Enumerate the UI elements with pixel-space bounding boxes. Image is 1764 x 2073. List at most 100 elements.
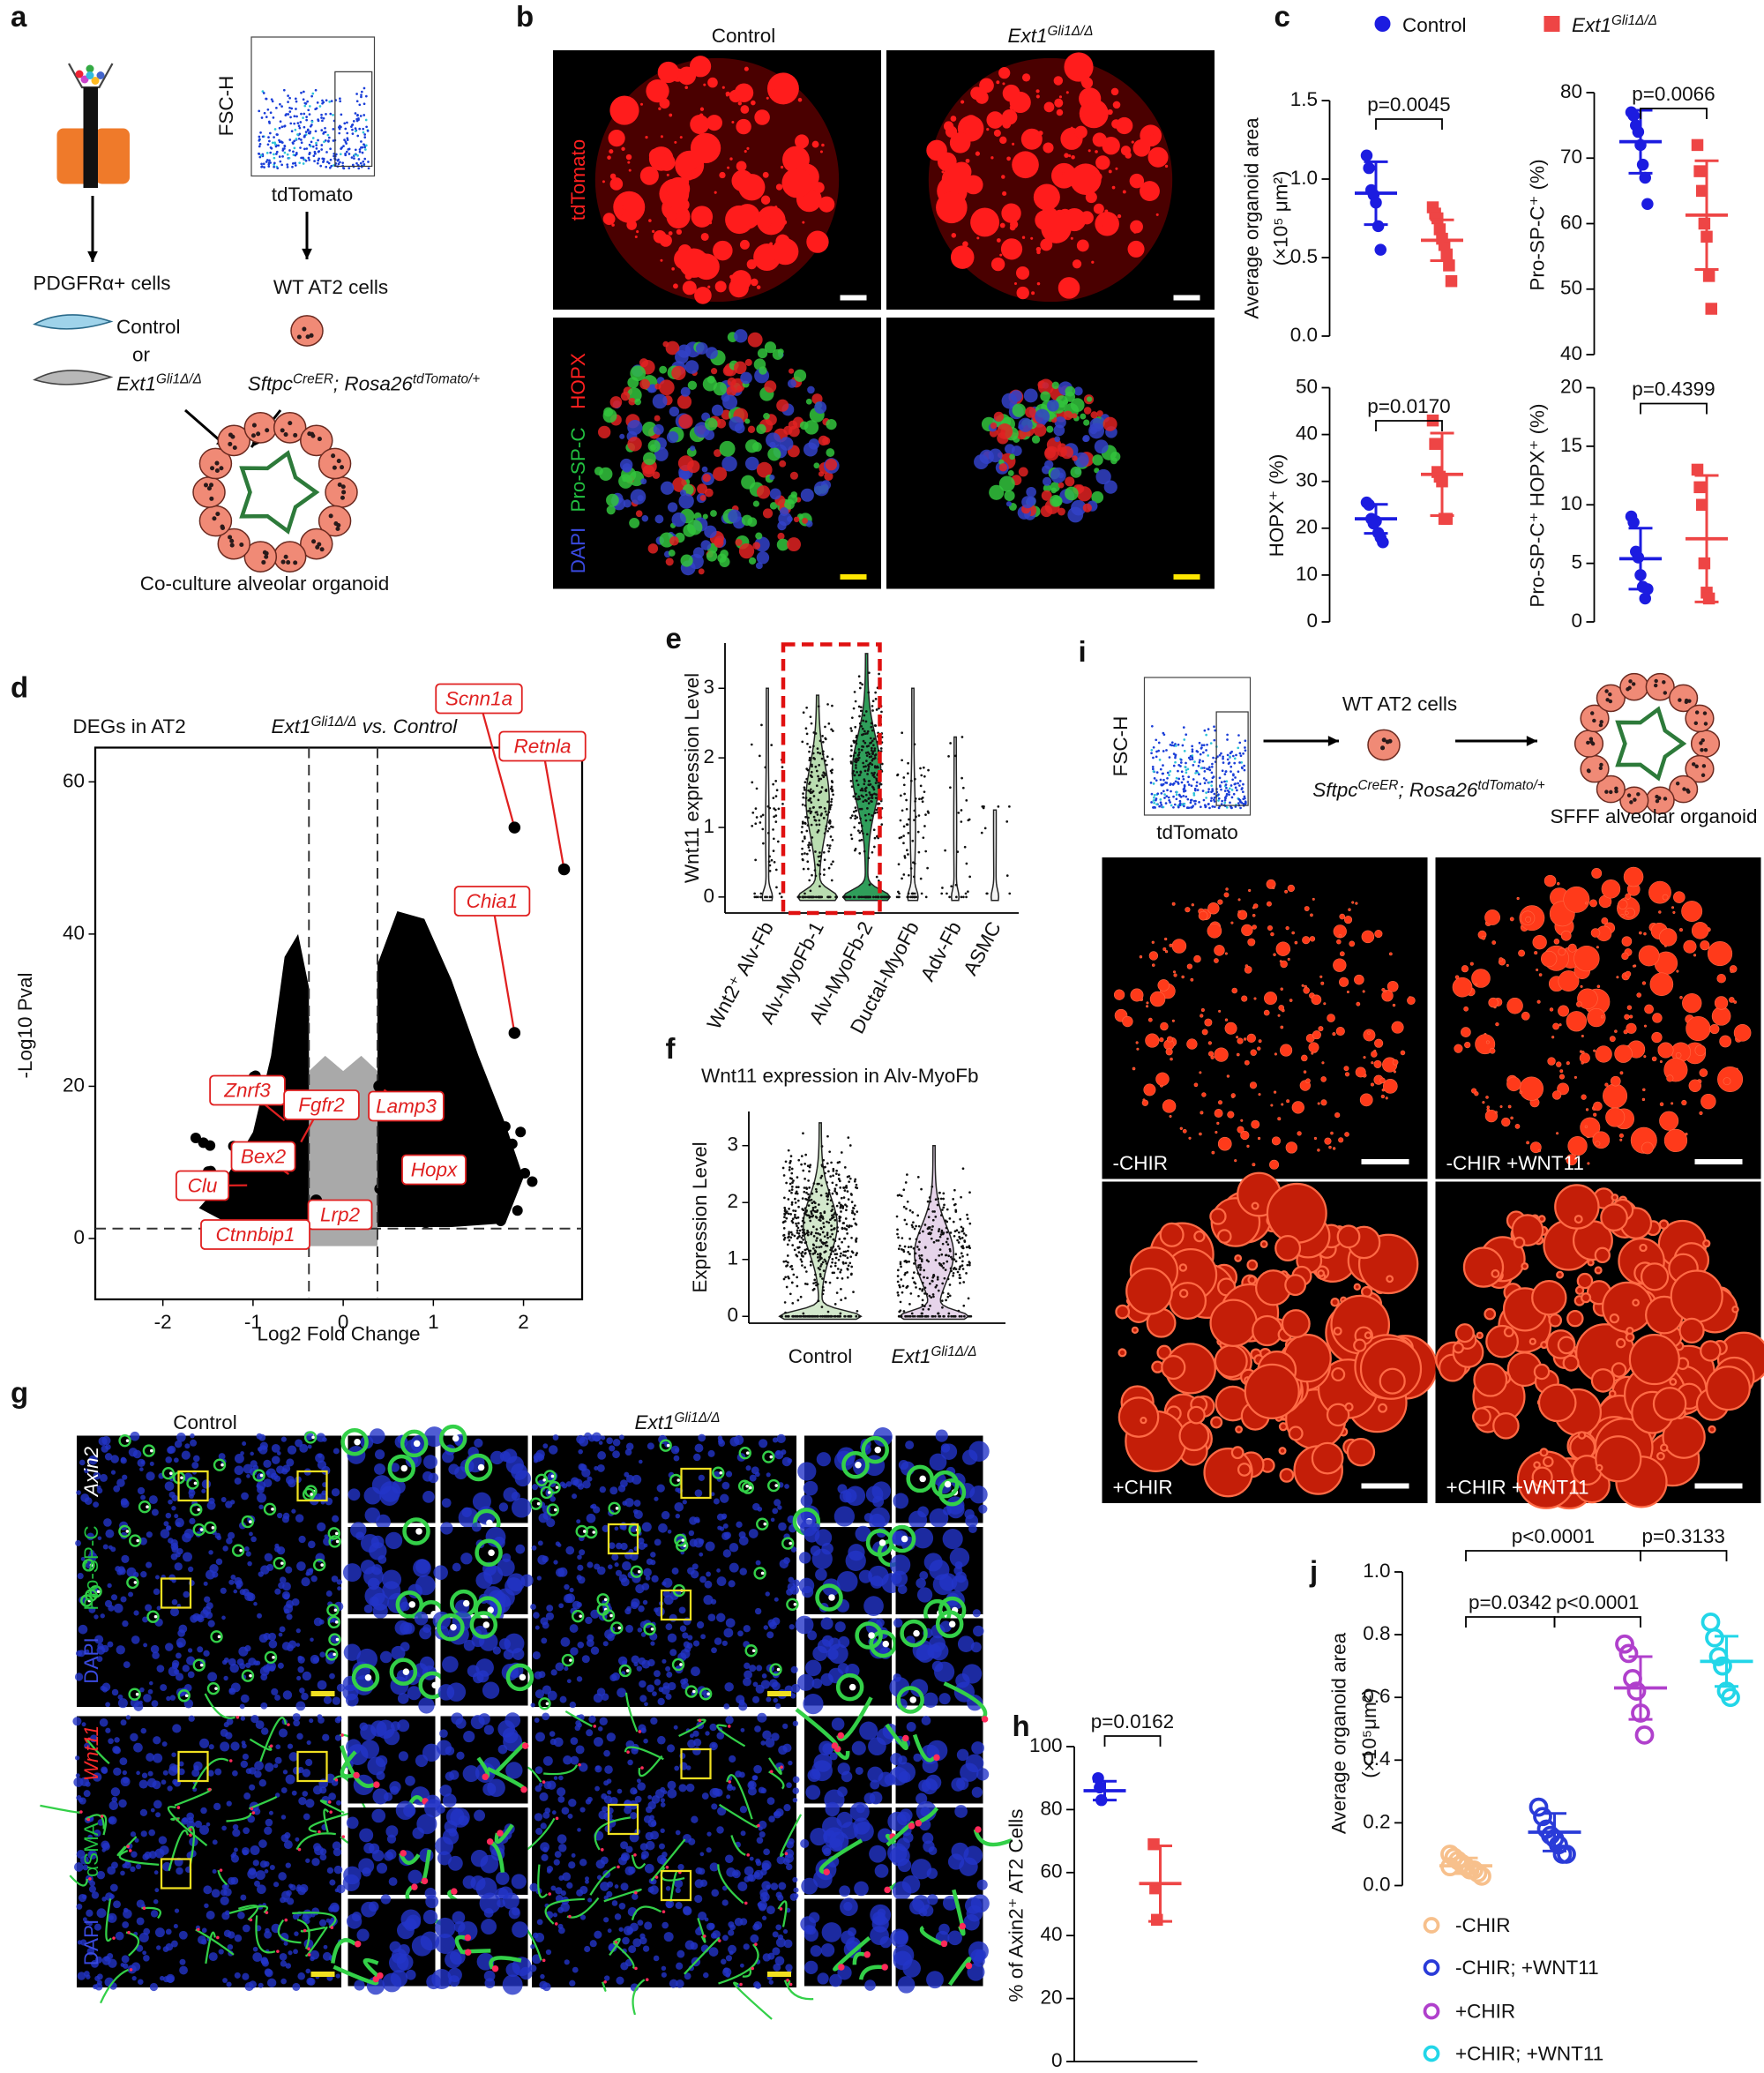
- cell: [759, 366, 767, 375]
- nucleus: [855, 1766, 863, 1776]
- organoid: [1339, 913, 1346, 920]
- cell: [1050, 467, 1066, 483]
- nucleus: [329, 1902, 340, 1912]
- flow-dot: [308, 105, 311, 108]
- organoid: [1130, 988, 1144, 1002]
- rna-dot: [251, 1811, 256, 1815]
- organoid: [1393, 1070, 1396, 1074]
- rna-dot: [126, 1845, 130, 1848]
- flow-dot: [325, 165, 328, 168]
- nucleus: [103, 1518, 112, 1527]
- cell: [767, 447, 781, 461]
- rna-dot: [776, 1667, 781, 1672]
- organoid: [1035, 246, 1042, 252]
- flow-dot: [1151, 767, 1155, 771]
- granule: [293, 432, 298, 438]
- nucleus: [301, 1692, 309, 1701]
- flow-dot: [320, 129, 324, 132]
- nucleus: [606, 1778, 612, 1784]
- flow-dot: [342, 145, 345, 147]
- fibroblast-star: [239, 450, 320, 535]
- nucleus: [706, 1847, 712, 1853]
- nucleus: [174, 1514, 179, 1519]
- organoid: [1076, 239, 1089, 252]
- flow-dot: [278, 155, 281, 158]
- cell: [748, 557, 757, 565]
- nucleus: [240, 1894, 247, 1901]
- nucleus: [101, 1767, 108, 1775]
- organoid: [1164, 937, 1168, 941]
- organoid: [1131, 140, 1134, 144]
- nucleus: [755, 1560, 761, 1566]
- flow-dot: [1205, 749, 1207, 752]
- nucleus: [729, 1436, 740, 1447]
- organoid: [1151, 940, 1155, 944]
- nucleus: [305, 1858, 310, 1863]
- cell: [802, 518, 809, 524]
- nucleus: [230, 1575, 236, 1580]
- organoid: [965, 158, 970, 163]
- nucleus: [436, 1740, 452, 1755]
- granule: [335, 526, 340, 532]
- nucleus: [258, 1839, 267, 1848]
- nucleus: [691, 1815, 699, 1823]
- flow-dot: [291, 165, 294, 168]
- nucleus: [643, 1568, 652, 1577]
- nucleus: [298, 1797, 307, 1806]
- nucleus: [370, 1592, 389, 1611]
- organoid: [1579, 1050, 1583, 1053]
- cell: [642, 465, 655, 478]
- organoid: [1035, 94, 1040, 99]
- nucleus: [617, 1688, 626, 1698]
- nucleus: [240, 1716, 246, 1721]
- nucleus: [229, 1663, 239, 1673]
- organoid: [1392, 1003, 1396, 1007]
- flow-dot: [295, 138, 298, 140]
- nucleus: [723, 1967, 729, 1973]
- nucleus: [158, 1836, 168, 1845]
- nucleus: [305, 1758, 313, 1767]
- nucleus: [698, 1867, 706, 1875]
- organoid: [951, 161, 972, 182]
- nucleus: [243, 1792, 251, 1800]
- rna-dot: [855, 1462, 862, 1469]
- flow-dot: [1233, 757, 1237, 760]
- nucleus: [78, 1459, 86, 1466]
- flow-dot: [1234, 782, 1237, 785]
- nucleus: [638, 1657, 647, 1665]
- rna-dot: [335, 1637, 340, 1642]
- nucleus: [666, 1901, 673, 1909]
- nucleus: [564, 1666, 569, 1672]
- rna-dot: [150, 1448, 153, 1453]
- nucleus: [238, 1522, 247, 1530]
- nucleus: [557, 1787, 566, 1797]
- nucleus: [497, 1744, 508, 1755]
- organoid: [1320, 981, 1325, 985]
- at2-cell: [273, 541, 307, 573]
- nucleus: [181, 1450, 191, 1460]
- flow-dot: [1219, 784, 1222, 787]
- flow-dot: [353, 157, 355, 160]
- flow-dot: [1178, 804, 1182, 807]
- nucleus: [243, 1827, 250, 1835]
- rna-dot: [746, 1853, 751, 1857]
- flow-dot: [363, 148, 367, 151]
- flow-dot: [1182, 726, 1185, 729]
- organoid: [1351, 901, 1355, 904]
- nucleus: [792, 1579, 800, 1587]
- cell: [1094, 439, 1109, 454]
- organoid: [949, 132, 971, 153]
- nucleus: [189, 1517, 196, 1524]
- organoid: [694, 287, 712, 304]
- flow-dot: [1192, 791, 1196, 795]
- nucleus: [502, 1974, 523, 1995]
- nucleus: [770, 1882, 779, 1890]
- organoid: [1021, 236, 1026, 239]
- nucleus: [669, 1613, 677, 1622]
- granule: [336, 459, 341, 464]
- nucleus: [85, 1649, 90, 1654]
- nucleus: [258, 1982, 264, 1988]
- flow-dot: [327, 161, 331, 165]
- nucleus: [772, 1508, 779, 1515]
- organoid: [762, 171, 769, 178]
